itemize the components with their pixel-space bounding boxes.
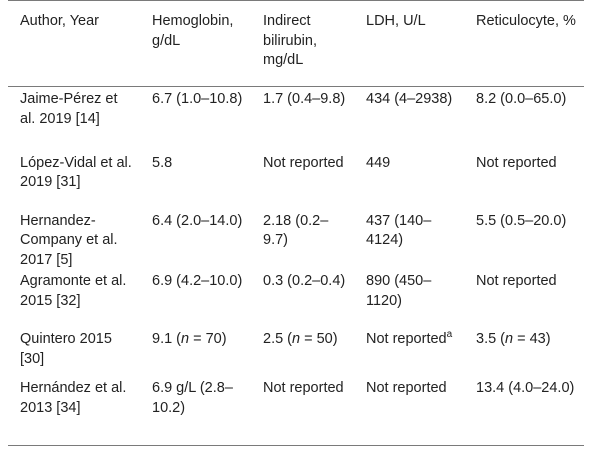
cell-ldh: Not reporteda	[354, 329, 464, 378]
table-row: Jaime-Pérez et al. 2019 [14] 6.7 (1.0–10…	[8, 87, 584, 153]
reticulocyte-value-suffix: = 43)	[513, 331, 551, 347]
table-body: Jaime-Pérez et al. 2019 [14] 6.7 (1.0–10…	[8, 87, 584, 445]
results-table-container: Author, Year Hemoglobin, g/dL Indirect b…	[8, 0, 584, 446]
cell-hemoglobin: 6.7 (1.0–10.8)	[152, 91, 243, 107]
cell-hemoglobin: 6.4 (2.0–14.0)	[152, 212, 243, 229]
table-row: Agramonte et al. 2015 [32] 6.9 (4.2–10.0…	[8, 271, 584, 329]
ldh-value: Not reported	[366, 331, 447, 347]
hemoglobin-value-prefix: 9.1 (	[152, 331, 182, 347]
cell-ldh: 449	[366, 154, 391, 171]
header-row: Author, Year Hemoglobin, g/dL Indirect b…	[8, 0, 584, 87]
cell-reticulocyte: 8.2 (0.0–65.0)	[476, 91, 567, 107]
header-ldh: LDH, U/L	[366, 13, 426, 29]
header-indirect-bilirubin: Indirect bilirubin, mg/dL	[263, 13, 317, 68]
cell-author: Agramonte et al. 2015 [32]	[20, 273, 127, 309]
cell-author: López-Vidal et al. 2019 [31]	[20, 154, 132, 191]
cell-author: Quintero 2015 [30]	[20, 331, 112, 367]
header-author-year: Author, Year	[20, 13, 100, 29]
header-hemoglobin: Hemoglobin, g/dL	[152, 13, 234, 49]
reticulocyte-value-prefix: 3.5 (	[476, 331, 506, 347]
cell-ldh: 434 (4–2938)	[366, 91, 453, 107]
header-reticulocyte: Reticulocyte, %	[476, 13, 576, 29]
footnote-marker: a	[446, 329, 453, 341]
cell-bilirubin: 2.18 (0.2–9.7)	[263, 212, 329, 249]
cell-reticulocyte: 5.5 (0.5–20.0)	[476, 212, 567, 229]
table-header: Author, Year Hemoglobin, g/dL Indirect b…	[8, 0, 584, 87]
cell-bilirubin: 0.3 (0.2–0.4)	[263, 273, 346, 289]
cell-reticulocyte: Not reported	[476, 273, 557, 289]
cell-ldh: 437 (140–4124)	[366, 212, 432, 249]
cell-author: Hernández et al. 2013 [34]	[20, 380, 127, 416]
table-row: Hernandez-Company et al. 2017 [5] 6.4 (2…	[8, 211, 584, 272]
cell-author: Hernandez-Company et al. 2017 [5]	[20, 212, 118, 268]
cell-author: Jaime-Pérez et al. 2019 [14]	[20, 91, 118, 127]
bilirubin-value-prefix: 2.5 (	[263, 331, 293, 347]
cell-reticulocyte: Not reported	[476, 154, 557, 171]
sample-size-symbol: n	[505, 331, 514, 347]
table-row: López-Vidal et al. 2019 [31] 5.8 Not rep…	[8, 153, 584, 211]
hemoglobin-value-suffix: = 70)	[189, 331, 227, 347]
bilirubin-value-suffix: = 50)	[300, 331, 338, 347]
cell-bilirubin: 1.7 (0.4–9.8)	[263, 91, 346, 107]
cell-hemoglobin: 6.9 (4.2–10.0)	[152, 273, 243, 289]
results-table: Author, Year Hemoglobin, g/dL Indirect b…	[8, 0, 584, 446]
cell-hemoglobin: 5.8	[152, 154, 173, 171]
cell-bilirubin: 2.5 (n = 50)	[251, 329, 354, 378]
cell-ldh: Not reported	[366, 380, 447, 396]
table-row: Hernández et al. 2013 [34] 6.9 g/L (2.8–…	[8, 378, 584, 445]
cell-reticulocyte: 13.4 (4.0–24.0)	[476, 380, 575, 396]
sample-size-symbol: n	[181, 331, 190, 347]
cell-ldh: 890 (450–1120)	[366, 273, 432, 309]
cell-bilirubin: Not reported	[263, 154, 344, 171]
cell-bilirubin: Not reported	[263, 380, 344, 396]
table-row: Quintero 2015 [30] 9.1 (n = 70) 2.5 (n =…	[8, 329, 584, 378]
cell-hemoglobin: 6.9 g/L (2.8–10.2)	[152, 380, 233, 416]
cell-reticulocyte: 3.5 (n = 43)	[464, 329, 584, 378]
cell-hemoglobin: 9.1 (n = 70)	[140, 329, 251, 378]
sample-size-symbol: n	[292, 331, 301, 347]
